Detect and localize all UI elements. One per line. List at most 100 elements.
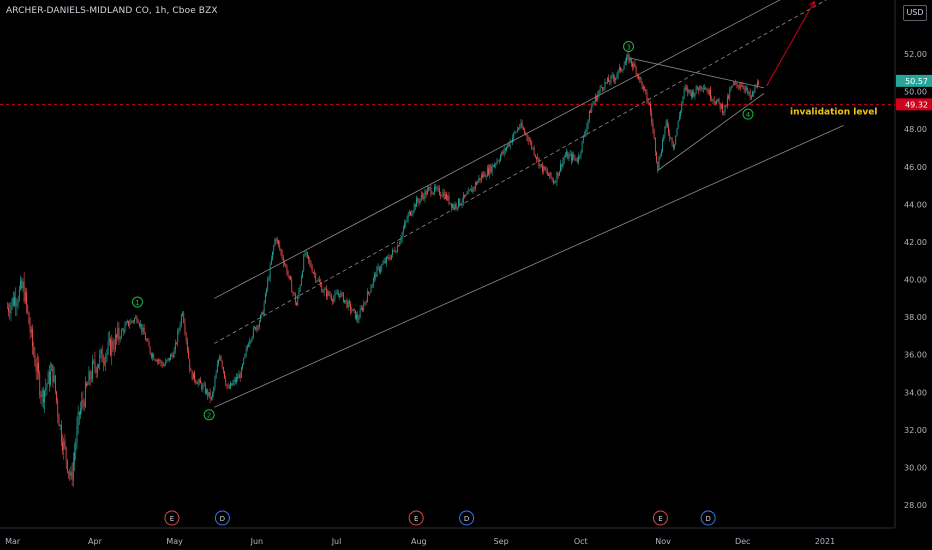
candle bbox=[171, 354, 173, 356]
candle bbox=[231, 383, 233, 386]
candle bbox=[124, 325, 126, 332]
last-price-tag-bg bbox=[896, 74, 932, 87]
candle bbox=[588, 110, 590, 120]
y-tick-label: 40.00 bbox=[904, 276, 927, 285]
candle bbox=[101, 349, 103, 363]
candle bbox=[618, 67, 620, 71]
candle bbox=[578, 156, 579, 162]
candle bbox=[302, 271, 303, 278]
dividend-marker[interactable] bbox=[700, 510, 716, 526]
candle bbox=[438, 188, 440, 195]
candle bbox=[77, 411, 79, 427]
candle bbox=[533, 147, 535, 155]
candle bbox=[630, 58, 632, 64]
candle bbox=[660, 151, 662, 157]
dividend-marker[interactable] bbox=[214, 510, 230, 526]
x-tick-label: Aug bbox=[411, 537, 427, 546]
candle bbox=[339, 293, 341, 298]
candle bbox=[480, 175, 482, 180]
candle bbox=[405, 221, 407, 224]
candle bbox=[384, 260, 386, 263]
candle bbox=[382, 263, 384, 265]
candle bbox=[152, 354, 153, 358]
candle bbox=[389, 258, 391, 260]
candle bbox=[512, 137, 513, 143]
candle bbox=[17, 300, 19, 304]
candle bbox=[620, 67, 621, 72]
candle bbox=[629, 58, 631, 62]
candle bbox=[744, 88, 746, 90]
dividend-marker[interactable] bbox=[459, 510, 475, 526]
y-tick-label: 46.00 bbox=[904, 163, 927, 172]
candle bbox=[130, 320, 132, 324]
candle bbox=[734, 83, 735, 84]
candle bbox=[473, 187, 475, 189]
candle bbox=[665, 120, 667, 127]
earnings-marker[interactable] bbox=[652, 510, 668, 526]
candle bbox=[557, 172, 559, 176]
candle bbox=[545, 170, 547, 172]
candle bbox=[308, 255, 309, 260]
candle bbox=[315, 274, 317, 281]
candle bbox=[317, 279, 319, 281]
candle bbox=[323, 289, 325, 293]
candle bbox=[132, 321, 134, 322]
candle bbox=[322, 291, 324, 293]
x-tick-label: Jul bbox=[331, 537, 342, 546]
candle bbox=[494, 164, 495, 167]
candle bbox=[29, 324, 31, 333]
candle bbox=[374, 274, 375, 279]
candle bbox=[68, 471, 69, 473]
candle bbox=[38, 362, 39, 374]
candle bbox=[225, 378, 227, 385]
candle bbox=[689, 89, 691, 93]
candle bbox=[449, 203, 451, 204]
candle bbox=[303, 255, 305, 272]
candle bbox=[429, 187, 431, 188]
candle bbox=[300, 277, 302, 286]
y-tick-label: 38.00 bbox=[904, 313, 927, 322]
candle bbox=[126, 320, 128, 323]
candle bbox=[106, 351, 108, 356]
candle bbox=[372, 278, 374, 285]
candle bbox=[195, 380, 197, 383]
candle bbox=[495, 163, 497, 165]
invalidation-annotation: invalidation level bbox=[790, 107, 877, 117]
candle bbox=[726, 96, 728, 106]
candle bbox=[455, 203, 457, 208]
candle bbox=[590, 110, 591, 113]
candle bbox=[675, 135, 677, 145]
candle bbox=[633, 63, 635, 67]
candle bbox=[170, 354, 171, 361]
candle bbox=[658, 158, 660, 170]
currency-button[interactable]: USD bbox=[903, 5, 927, 21]
candle bbox=[275, 238, 277, 242]
candle bbox=[206, 389, 207, 394]
candle bbox=[662, 139, 663, 152]
earnings-marker[interactable] bbox=[164, 510, 180, 526]
candle bbox=[479, 177, 481, 180]
candle bbox=[701, 87, 703, 89]
candle bbox=[274, 238, 276, 246]
candle bbox=[341, 292, 343, 294]
invalidation-price-tag-bg bbox=[896, 98, 932, 111]
candle bbox=[46, 384, 48, 388]
candle bbox=[153, 354, 155, 360]
candle bbox=[183, 313, 185, 323]
y-tick-label: 42.00 bbox=[904, 238, 927, 247]
candle bbox=[622, 69, 624, 71]
candle bbox=[587, 119, 589, 126]
candle bbox=[532, 147, 534, 149]
candle bbox=[432, 192, 434, 194]
candle bbox=[634, 63, 636, 68]
channel-upper-line bbox=[214, 0, 781, 299]
candle bbox=[467, 190, 469, 195]
earnings-marker[interactable] bbox=[408, 510, 424, 526]
candle bbox=[453, 205, 455, 209]
candle bbox=[498, 160, 500, 162]
candle bbox=[78, 411, 80, 415]
candle bbox=[360, 308, 362, 310]
candle bbox=[717, 99, 719, 101]
candle bbox=[248, 344, 249, 347]
